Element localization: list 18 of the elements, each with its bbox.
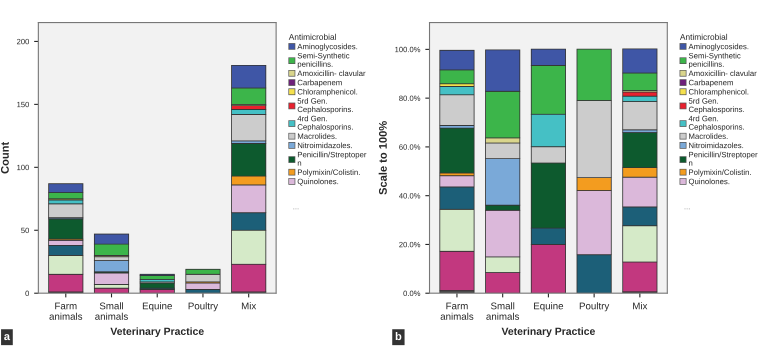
x-tick-label: Equine [534, 302, 564, 312]
x-tick-label: Poultry [580, 302, 610, 312]
text: b [396, 332, 402, 340]
x-tick-label: Poultry [188, 302, 218, 312]
x-axis-title: Veterinary Practice [110, 327, 204, 338]
x-tick-label: Equine [142, 302, 172, 312]
x-tick-label: Farm animals [440, 302, 474, 320]
x-axis-title: Veterinary Practice [502, 327, 595, 338]
x-tick-label: Farm animals [49, 302, 82, 320]
legend-title: Antimicrobial [680, 34, 728, 40]
x-tick-label: Mix [242, 302, 256, 310]
x-tick-label: Small animals [486, 302, 520, 320]
text: a [4, 334, 10, 340]
y-axis-title: Scale to 100% [378, 121, 387, 195]
x-tick-label: Small animals [95, 302, 128, 320]
y-axis-title: Count [0, 142, 9, 174]
legend-title: Antimicrobial [288, 34, 336, 40]
x-tick-label: Mix [633, 302, 648, 310]
